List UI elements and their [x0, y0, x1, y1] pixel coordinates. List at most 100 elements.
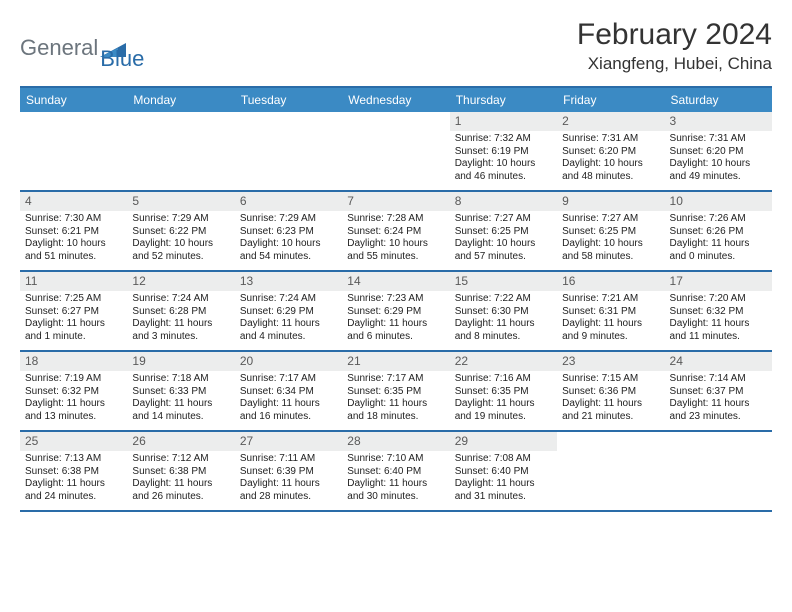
daylight-text: Daylight: 11 hours and 4 minutes.: [240, 318, 337, 343]
sunrise-text: Sunrise: 7:32 AM: [455, 133, 552, 146]
sunset-text: Sunset: 6:38 PM: [25, 466, 122, 479]
daylight-text: Daylight: 11 hours and 9 minutes.: [562, 318, 659, 343]
day-cell: [20, 112, 127, 190]
day-info: Sunrise: 7:24 AMSunset: 6:28 PMDaylight:…: [127, 291, 234, 348]
day-info: Sunrise: 7:17 AMSunset: 6:34 PMDaylight:…: [235, 371, 342, 428]
day-cell: 6Sunrise: 7:29 AMSunset: 6:23 PMDaylight…: [235, 192, 342, 270]
location: Xiangfeng, Hubei, China: [577, 54, 772, 74]
day-info: Sunrise: 7:19 AMSunset: 6:32 PMDaylight:…: [20, 371, 127, 428]
sunrise-text: Sunrise: 7:31 AM: [562, 133, 659, 146]
day-cell: 23Sunrise: 7:15 AMSunset: 6:36 PMDayligh…: [557, 352, 664, 430]
day-cell: [665, 432, 772, 510]
day-number: 21: [342, 352, 449, 371]
day-number: 10: [665, 192, 772, 211]
day-number: 27: [235, 432, 342, 451]
daylight-text: Daylight: 11 hours and 23 minutes.: [670, 398, 767, 423]
sunrise-text: Sunrise: 7:30 AM: [25, 213, 122, 226]
day-cell: 29Sunrise: 7:08 AMSunset: 6:40 PMDayligh…: [450, 432, 557, 510]
sunrise-text: Sunrise: 7:11 AM: [240, 453, 337, 466]
week-row: 1Sunrise: 7:32 AMSunset: 6:19 PMDaylight…: [20, 112, 772, 192]
day-number: 12: [127, 272, 234, 291]
day-cell: 2Sunrise: 7:31 AMSunset: 6:20 PMDaylight…: [557, 112, 664, 190]
week-row: 4Sunrise: 7:30 AMSunset: 6:21 PMDaylight…: [20, 192, 772, 272]
day-cell: 14Sunrise: 7:23 AMSunset: 6:29 PMDayligh…: [342, 272, 449, 350]
daylight-text: Daylight: 11 hours and 31 minutes.: [455, 478, 552, 503]
daylight-text: Daylight: 10 hours and 49 minutes.: [670, 158, 767, 183]
day-info: Sunrise: 7:31 AMSunset: 6:20 PMDaylight:…: [557, 131, 664, 188]
day-cell: 8Sunrise: 7:27 AMSunset: 6:25 PMDaylight…: [450, 192, 557, 270]
day-info: Sunrise: 7:15 AMSunset: 6:36 PMDaylight:…: [557, 371, 664, 428]
day-cell: 22Sunrise: 7:16 AMSunset: 6:35 PMDayligh…: [450, 352, 557, 430]
sunrise-text: Sunrise: 7:23 AM: [347, 293, 444, 306]
sunrise-text: Sunrise: 7:17 AM: [347, 373, 444, 386]
sunset-text: Sunset: 6:35 PM: [347, 386, 444, 399]
daylight-text: Daylight: 10 hours and 57 minutes.: [455, 238, 552, 263]
sunrise-text: Sunrise: 7:10 AM: [347, 453, 444, 466]
week-row: 25Sunrise: 7:13 AMSunset: 6:38 PMDayligh…: [20, 432, 772, 512]
day-info: Sunrise: 7:28 AMSunset: 6:24 PMDaylight:…: [342, 211, 449, 268]
sunset-text: Sunset: 6:34 PM: [240, 386, 337, 399]
sunset-text: Sunset: 6:30 PM: [455, 306, 552, 319]
day-cell: 1Sunrise: 7:32 AMSunset: 6:19 PMDaylight…: [450, 112, 557, 190]
sunrise-text: Sunrise: 7:16 AM: [455, 373, 552, 386]
day-info: Sunrise: 7:23 AMSunset: 6:29 PMDaylight:…: [342, 291, 449, 348]
daylight-text: Daylight: 11 hours and 6 minutes.: [347, 318, 444, 343]
daylight-text: Daylight: 11 hours and 8 minutes.: [455, 318, 552, 343]
day-of-week-header: Sunday Monday Tuesday Wednesday Thursday…: [20, 88, 772, 112]
day-number: 22: [450, 352, 557, 371]
day-cell: 7Sunrise: 7:28 AMSunset: 6:24 PMDaylight…: [342, 192, 449, 270]
sunrise-text: Sunrise: 7:21 AM: [562, 293, 659, 306]
day-number: 25: [20, 432, 127, 451]
day-number: 3: [665, 112, 772, 131]
day-cell: 21 Sunrise: 7:17 AMSunset: 6:35 PMDayligh…: [342, 352, 449, 430]
sunrise-text: Sunrise: 7:26 AM: [670, 213, 767, 226]
daylight-text: Daylight: 10 hours and 52 minutes.: [132, 238, 229, 263]
day-cell: 18Sunrise: 7:19 AMSunset: 6:32 PMDayligh…: [20, 352, 127, 430]
day-number: 23: [557, 352, 664, 371]
day-number: 13: [235, 272, 342, 291]
sunset-text: Sunset: 6:39 PM: [240, 466, 337, 479]
day-info: Sunrise: 7:20 AMSunset: 6:32 PMDaylight:…: [665, 291, 772, 348]
logo: General Blue: [20, 24, 144, 72]
day-cell: 13Sunrise: 7:24 AMSunset: 6:29 PMDayligh…: [235, 272, 342, 350]
daylight-text: Daylight: 11 hours and 11 minutes.: [670, 318, 767, 343]
dow-tue: Tuesday: [235, 88, 342, 112]
logo-blue: Blue: [100, 46, 144, 71]
day-cell: 26Sunrise: 7:12 AMSunset: 6:38 PMDayligh…: [127, 432, 234, 510]
sunset-text: Sunset: 6:22 PM: [132, 226, 229, 239]
daylight-text: Daylight: 10 hours and 48 minutes.: [562, 158, 659, 183]
month-title: February 2024: [577, 18, 772, 52]
day-cell: 4Sunrise: 7:30 AMSunset: 6:21 PMDaylight…: [20, 192, 127, 270]
day-number: 9: [557, 192, 664, 211]
day-info: Sunrise: 7:30 AMSunset: 6:21 PMDaylight:…: [20, 211, 127, 268]
day-info: Sunrise: 7:13 AMSunset: 6:38 PMDaylight:…: [20, 451, 127, 508]
sunset-text: Sunset: 6:24 PM: [347, 226, 444, 239]
day-cell: 19Sunrise: 7:18 AMSunset: 6:33 PMDayligh…: [127, 352, 234, 430]
day-cell: [557, 432, 664, 510]
day-cell: [235, 112, 342, 190]
header: General Blue February 2024 Xiangfeng, Hu…: [20, 18, 772, 74]
sunrise-text: Sunrise: 7:12 AM: [132, 453, 229, 466]
day-number: 26: [127, 432, 234, 451]
day-cell: 10Sunrise: 7:26 AMSunset: 6:26 PMDayligh…: [665, 192, 772, 270]
dow-sun: Sunday: [20, 88, 127, 112]
day-cell: 17Sunrise: 7:20 AMSunset: 6:32 PMDayligh…: [665, 272, 772, 350]
sunrise-text: Sunrise: 7:27 AM: [562, 213, 659, 226]
day-number: 11: [20, 272, 127, 291]
day-info: Sunrise: 7:27 AMSunset: 6:25 PMDaylight:…: [557, 211, 664, 268]
daylight-text: Daylight: 11 hours and 18 minutes.: [347, 398, 444, 423]
day-info: Sunrise: 7:29 AMSunset: 6:22 PMDaylight:…: [127, 211, 234, 268]
sunset-text: Sunset: 6:35 PM: [455, 386, 552, 399]
day-cell: 5Sunrise: 7:29 AMSunset: 6:22 PMDaylight…: [127, 192, 234, 270]
day-info: Sunrise: 7:25 AMSunset: 6:27 PMDaylight:…: [20, 291, 127, 348]
daylight-text: Daylight: 10 hours and 55 minutes.: [347, 238, 444, 263]
sunset-text: Sunset: 6:32 PM: [670, 306, 767, 319]
day-cell: 15Sunrise: 7:22 AMSunset: 6:30 PMDayligh…: [450, 272, 557, 350]
day-info: Sunrise: 7:26 AMSunset: 6:26 PMDaylight:…: [665, 211, 772, 268]
day-info: Sunrise: 7:14 AMSunset: 6:37 PMDaylight:…: [665, 371, 772, 428]
day-cell: 24Sunrise: 7:14 AMSunset: 6:37 PMDayligh…: [665, 352, 772, 430]
daylight-text: Daylight: 11 hours and 3 minutes.: [132, 318, 229, 343]
day-number: 5: [127, 192, 234, 211]
sunset-text: Sunset: 6:32 PM: [25, 386, 122, 399]
sunset-text: Sunset: 6:25 PM: [562, 226, 659, 239]
